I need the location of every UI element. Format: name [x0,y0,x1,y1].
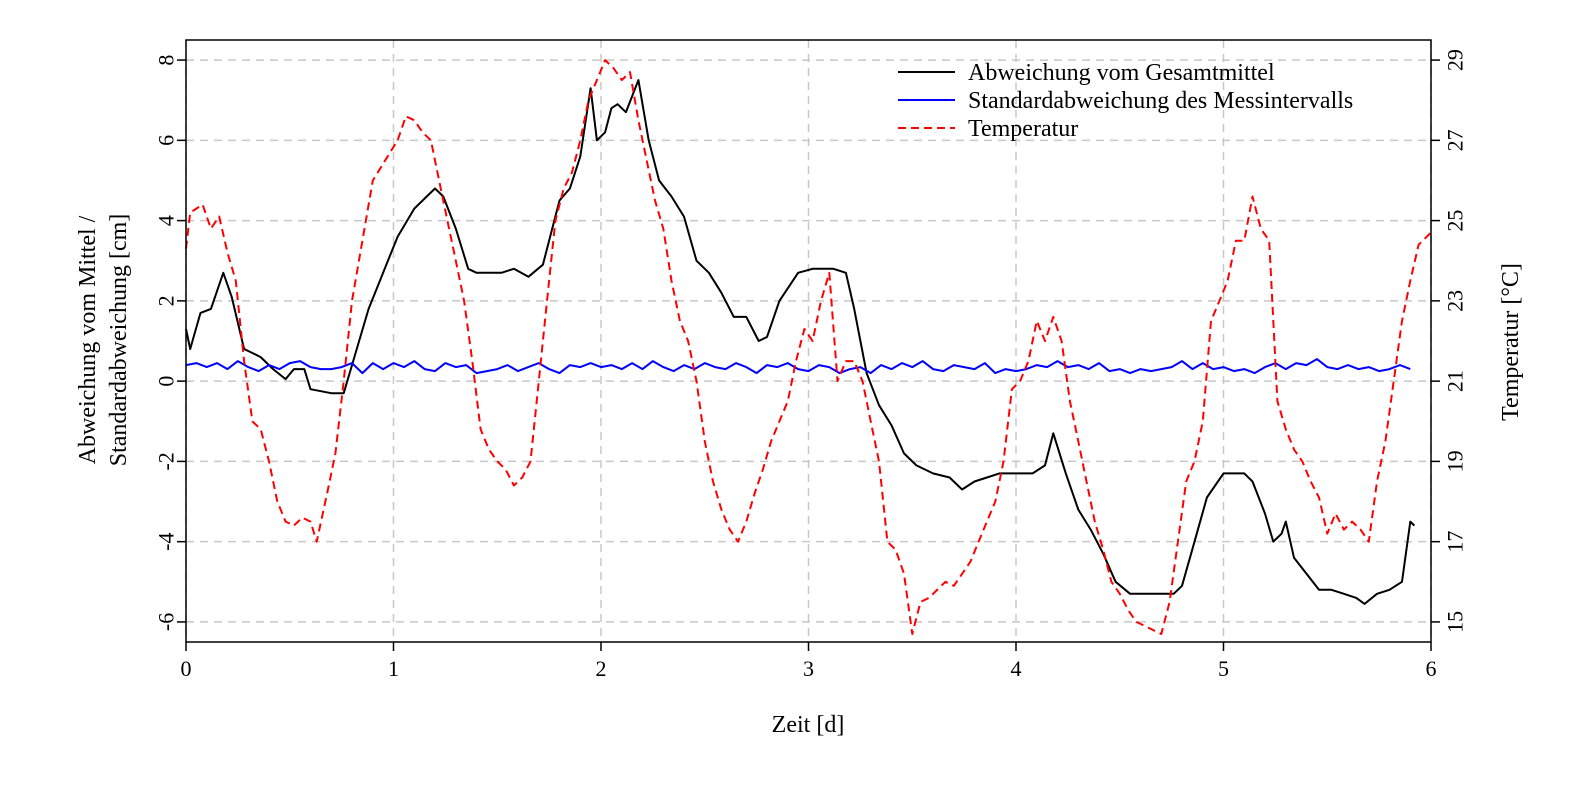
x-axis-title: Zeit [d] [772,712,845,738]
x-tick-label: 0 [181,656,192,681]
x-tick-label: 1 [388,656,399,681]
y-right-tick-label: 29 [1443,49,1468,71]
y-right-axis: 15 17 19 21 23 25 27 29 [1431,49,1468,633]
y-right-tick-label: 23 [1443,290,1468,312]
grid-layer [185,40,1432,642]
series-line-standardabweichung [185,358,1411,375]
x-axis: 0 1 2 3 4 5 6 [181,642,1437,681]
y-left-tick-label: -2 [154,452,179,470]
x-tick-label: 3 [803,656,814,681]
y-right-tick-label: 17 [1443,531,1468,553]
y-left-axis-title-line2: Standardabweichung [cm] [106,214,132,467]
series-line-temperatur [185,59,1432,635]
legend: Abweichung vom Gesamtmittel Standardabwe… [898,60,1353,142]
y-left-tick-label: -4 [154,533,179,551]
x-tick-label: 6 [1426,656,1437,681]
legend-label-temperatur: Temperatur [968,116,1078,142]
series-line-abweichung [185,79,1416,605]
x-tick-label: 2 [596,656,607,681]
y-right-tick-label: 21 [1443,370,1468,392]
y-right-axis-title: Temperatur [°C] [1498,263,1524,421]
y-left-tick-label: 8 [154,55,179,66]
y-left-tick-label: 0 [154,376,179,387]
y-left-tick-label: 2 [154,295,179,306]
x-tick-label: 5 [1218,656,1229,681]
legend-label-abweichung: Abweichung vom Gesamtmittel [968,60,1275,86]
series-layer [185,59,1432,635]
y-left-axis-title-line1: Abweichung vom Mittel / [75,215,101,464]
y-left-tick-label: 4 [154,215,179,226]
y-right-tick-label: 19 [1443,450,1468,472]
y-left-tick-label: 6 [154,135,179,146]
y-right-tick-label: 27 [1443,129,1468,151]
y-right-tick-label: 25 [1443,210,1468,232]
x-tick-label: 4 [1011,656,1022,681]
legend-label-standardabweichung: Standardabweichung des Messintervalls [968,88,1353,114]
y-left-tick-label: -6 [154,613,179,631]
y-right-tick-label: 15 [1443,611,1468,633]
y-left-axis: -6 -4 -2 0 2 4 6 8 [154,55,186,631]
